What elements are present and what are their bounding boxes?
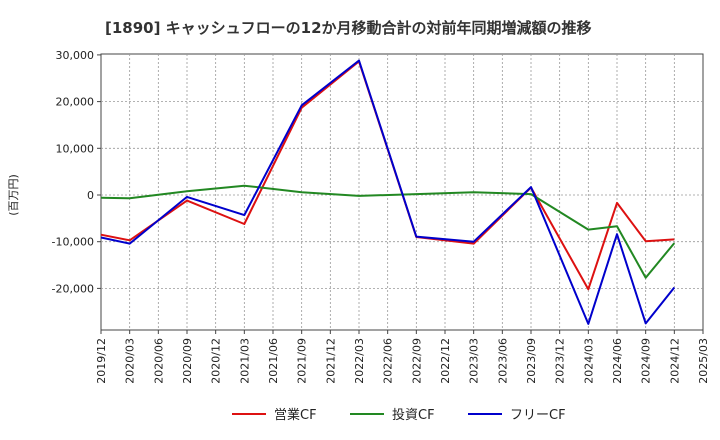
x-tick-label: 2022/03 — [353, 338, 366, 384]
grid-lines — [101, 54, 703, 330]
x-tick-label: 2024/12 — [668, 338, 681, 384]
x-tick-label: 2024/06 — [611, 338, 624, 384]
y-tick-label: 30,000 — [56, 49, 95, 62]
x-tick-label: 2023/06 — [496, 338, 509, 384]
legend-label-investing-cf: 投資CF — [392, 407, 435, 423]
x-tick-label: 2020/06 — [152, 338, 165, 384]
y-axis-label: (百万円) — [7, 174, 20, 216]
x-tick-label: 2019/12 — [95, 338, 108, 384]
x-tick-label: 2023/03 — [468, 338, 481, 384]
chart-title: [1890] キャッシュフローの12か月移動合計の対前年同期増減額の推移 — [105, 19, 592, 37]
y-tick-label: 0 — [87, 189, 94, 202]
x-tick-label: 2020/09 — [181, 338, 194, 384]
series-lines — [100, 59, 676, 325]
y-axis-ticks: 30,000 20,000 10,000 0 -10,000 -20,000 — [52, 49, 101, 295]
x-tick-label: 2025/03 — [697, 338, 710, 384]
legend-label-operating-cf: 営業CF — [274, 407, 317, 423]
y-tick-label: 10,000 — [56, 142, 95, 155]
legend: 営業CF 投資CF フリーCF — [232, 407, 566, 423]
y-tick-label: -20,000 — [52, 282, 94, 295]
x-tick-label: 2023/09 — [525, 338, 538, 384]
series-line-free-cf — [100, 59, 676, 325]
y-tick-label: -10,000 — [52, 236, 94, 249]
x-tick-label: 2020/03 — [124, 338, 137, 384]
x-tick-label: 2024/03 — [582, 338, 595, 384]
legend-label-free-cf: フリーCF — [510, 408, 566, 423]
x-axis-ticks: 2019/12 2020/03 2020/06 2020/09 2020/12 2021/… — [95, 330, 710, 384]
series-line-investing-cf — [100, 184, 676, 279]
x-tick-label: 2023/12 — [554, 338, 567, 384]
x-tick-label: 2021/03 — [238, 338, 251, 384]
x-tick-label: 2022/09 — [410, 338, 423, 384]
x-tick-label: 2022/12 — [439, 338, 452, 384]
x-tick-label: 2020/12 — [210, 338, 223, 384]
y-tick-label: 20,000 — [56, 96, 95, 109]
x-tick-label: 2022/06 — [382, 338, 395, 384]
x-tick-label: 2021/12 — [324, 338, 337, 384]
x-tick-label: 2024/09 — [640, 338, 653, 384]
x-tick-label: 2021/09 — [296, 338, 309, 384]
x-tick-label: 2021/06 — [267, 338, 280, 384]
